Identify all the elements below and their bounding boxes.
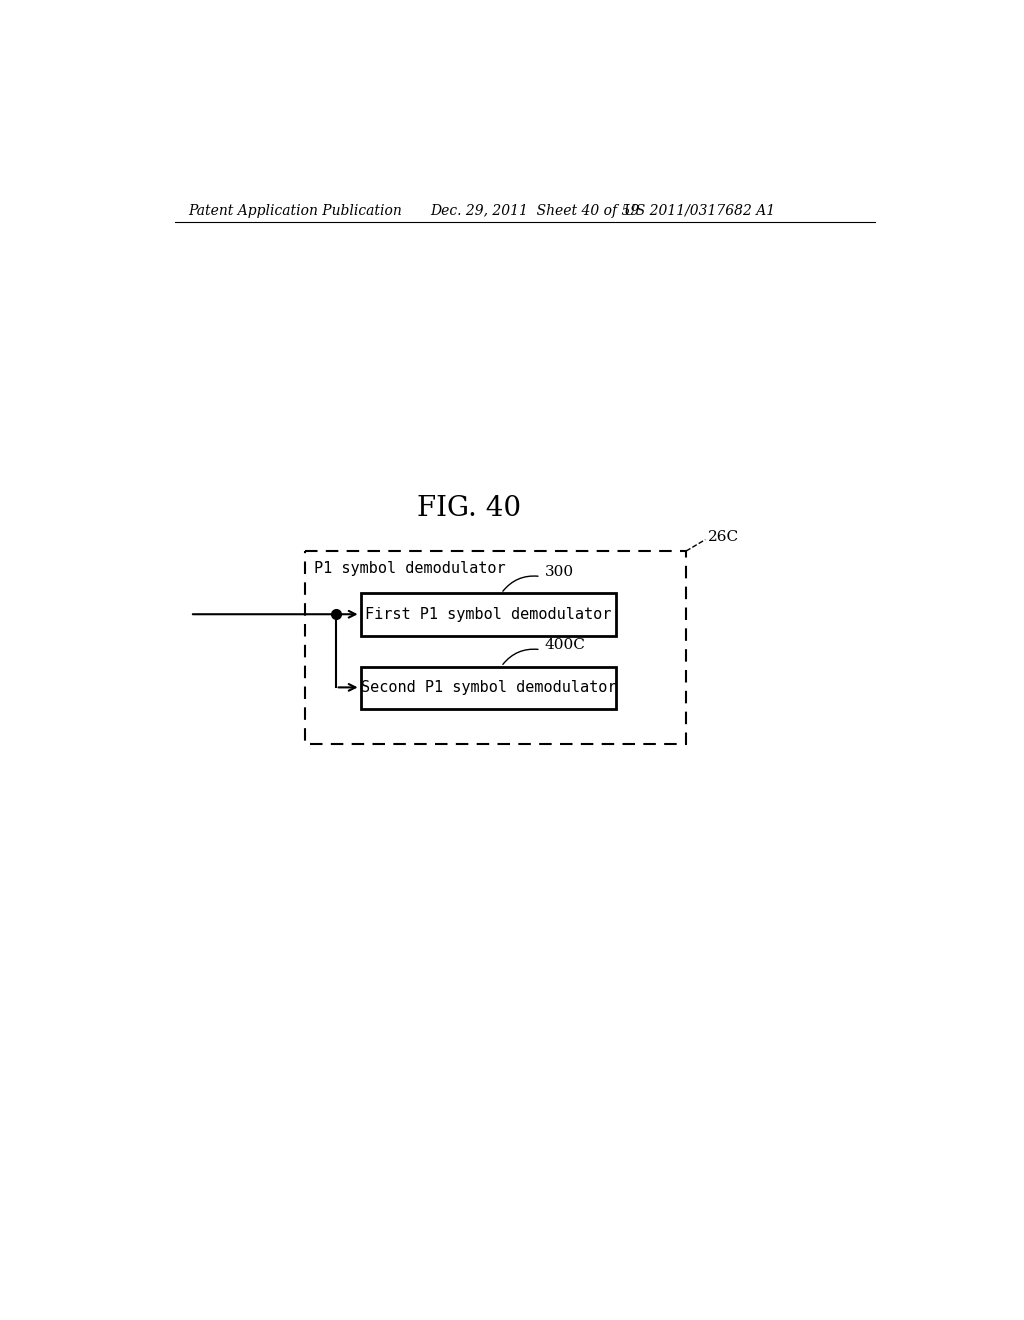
Text: P1 symbol demodulator: P1 symbol demodulator	[314, 561, 506, 576]
Text: Dec. 29, 2011  Sheet 40 of 59: Dec. 29, 2011 Sheet 40 of 59	[430, 203, 640, 218]
Text: Second P1 symbol demodulator: Second P1 symbol demodulator	[360, 680, 616, 696]
Bar	[305, 552, 686, 743]
Text: US 2011/0317682 A1: US 2011/0317682 A1	[624, 203, 775, 218]
Text: 400C: 400C	[545, 638, 586, 652]
Text: Patent Application Publication: Patent Application Publication	[188, 203, 402, 218]
Text: 26C: 26C	[708, 531, 739, 544]
Text: 300: 300	[545, 565, 573, 579]
Bar	[360, 594, 616, 636]
Text: FIG. 40: FIG. 40	[417, 495, 521, 523]
Text: First P1 symbol demodulator: First P1 symbol demodulator	[366, 607, 611, 622]
Bar	[360, 667, 616, 709]
